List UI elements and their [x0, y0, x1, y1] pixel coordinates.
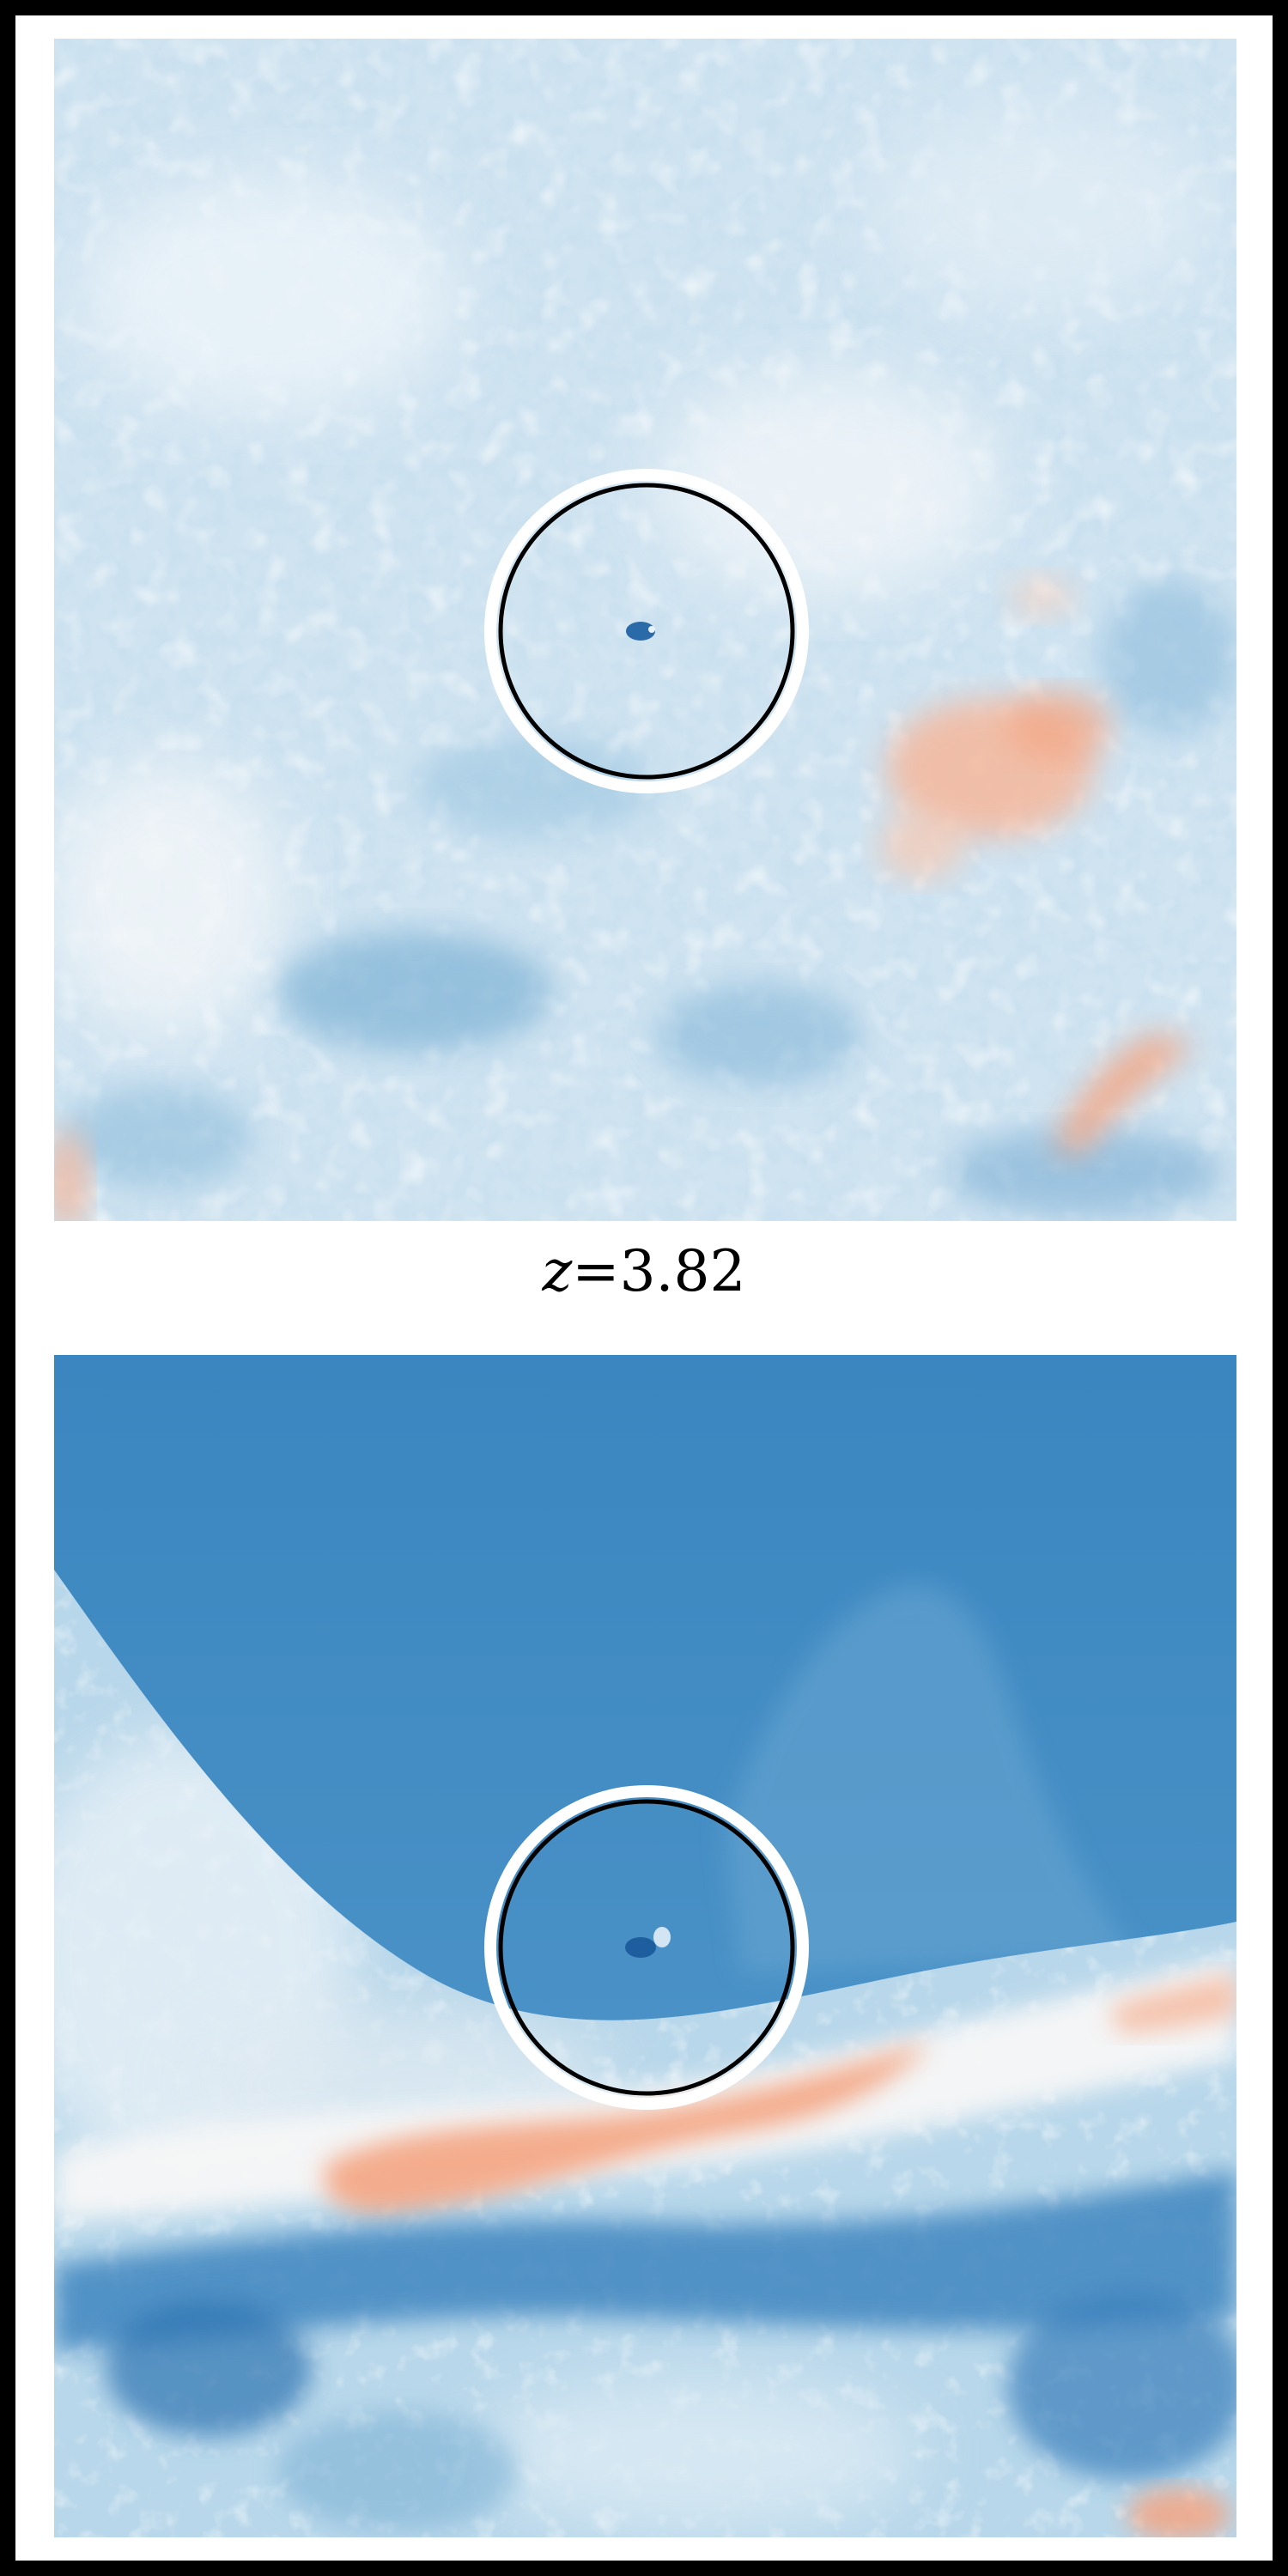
bottom-target-circle-halo	[484, 1785, 809, 2110]
top-field-map	[54, 39, 1236, 1221]
bottom-target-source	[625, 1937, 656, 1958]
top-target-circle	[498, 483, 795, 780]
bottom-target-circle	[498, 1799, 795, 2096]
bottom-field-map	[54, 1355, 1236, 2537]
figure-frame: z=3.82	[15, 15, 1273, 2561]
redshift-variable: z	[542, 1238, 573, 1304]
top-field-map-image	[54, 39, 1236, 1221]
top-target-source	[626, 622, 655, 641]
bottom-field-map-image	[54, 1355, 1236, 2537]
redshift-equals: =	[572, 1238, 620, 1304]
redshift-value: 3.82	[619, 1238, 746, 1304]
top-target-circle-halo	[484, 469, 809, 793]
redshift-label: z=3.82	[15, 1243, 1273, 1300]
